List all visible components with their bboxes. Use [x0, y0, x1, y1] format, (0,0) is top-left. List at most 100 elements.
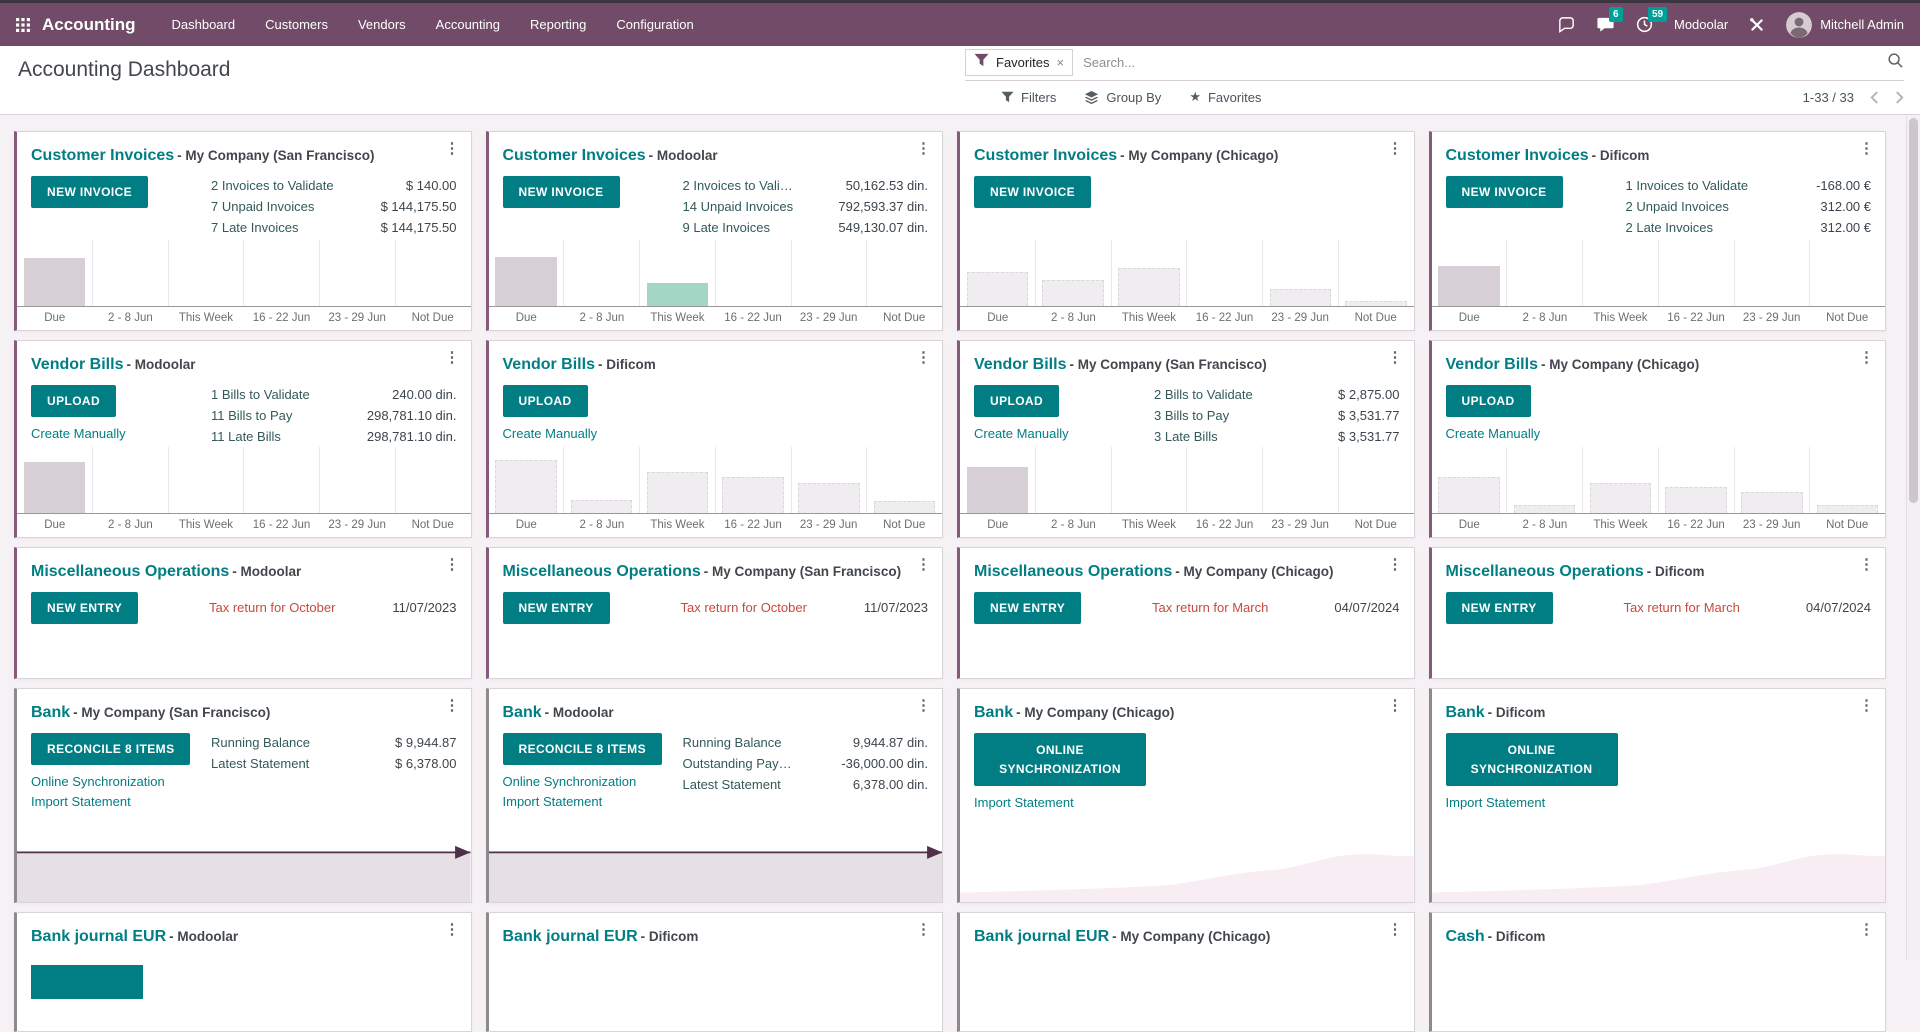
journal-link[interactable]: Import Statement [974, 795, 1074, 811]
card-title-company[interactable]: - Dificom [1487, 929, 1546, 944]
card-title-type[interactable]: Miscellaneous Operations [31, 563, 230, 580]
card-title-company[interactable]: - My Company (Chicago) [1540, 357, 1700, 372]
card-title-type[interactable]: Bank [31, 704, 71, 721]
card-title-type[interactable]: Vendor Bills [1445, 356, 1538, 373]
card-title-type[interactable]: Vendor Bills [974, 356, 1067, 373]
card-primary-button[interactable]: NEW INVOICE [1445, 176, 1563, 208]
stat-label[interactable]: 2 Bills to Validate [1154, 387, 1253, 402]
card-title-company[interactable]: - Dificom [1646, 564, 1705, 579]
vertical-scrollbar[interactable] [1906, 116, 1920, 960]
journal-link[interactable]: Create Manually [31, 426, 126, 441]
card-title[interactable]: Bank journal EUR - Modoolar [31, 924, 437, 947]
kebab-menu-icon[interactable]: ⋮ [1859, 140, 1874, 157]
card-title[interactable]: Vendor Bills - My Company (San Francisco) [974, 352, 1380, 375]
card-title[interactable]: Customer Invoices - Dificom [1446, 143, 1852, 166]
card-title[interactable]: Customer Invoices - My Company (Chicago) [974, 143, 1380, 166]
card-title-company[interactable]: - Modoolar [648, 148, 718, 163]
card-title-type[interactable]: Customer Invoices [974, 147, 1118, 164]
stat-label[interactable]: Running Balance [211, 735, 311, 750]
card-title-type[interactable]: Cash [1445, 928, 1485, 945]
entry-link[interactable]: Tax return for March [1623, 600, 1740, 615]
company-switcher[interactable]: Modoolar [1673, 17, 1729, 32]
journal-link[interactable]: Online Synchronization [31, 774, 165, 789]
nav-item-reporting[interactable]: Reporting [530, 17, 587, 32]
card-title-type[interactable]: Bank [974, 704, 1014, 721]
search-facet[interactable]: Favorites × [965, 49, 1074, 77]
kebab-menu-icon[interactable]: ⋮ [444, 921, 460, 938]
card-title[interactable]: Customer Invoices - Modoolar [503, 143, 909, 166]
card-title-company[interactable]: - Dificom [1487, 705, 1546, 720]
card-primary-button[interactable]: UPLOAD [974, 385, 1060, 417]
tools-icon[interactable] [1748, 16, 1766, 34]
card-title-type[interactable]: Bank journal EUR [502, 928, 638, 945]
stat-label[interactable]: Running Balance [682, 735, 782, 750]
kebab-menu-icon[interactable]: ⋮ [1387, 349, 1403, 366]
card-title-type[interactable]: Customer Invoices [31, 147, 175, 164]
card-title-company[interactable]: - My Company (San Francisco) [177, 148, 375, 163]
card-primary-button[interactable]: UPLOAD [1445, 385, 1531, 417]
stat-label[interactable]: 1 Invoices to Validate [1625, 178, 1749, 193]
card-title[interactable]: Vendor Bills - Modoolar [31, 352, 437, 375]
card-title-company[interactable]: - Modoolar [232, 564, 302, 579]
messages-icon[interactable]: 6 [1596, 7, 1623, 34]
card-title-type[interactable]: Bank [1445, 704, 1485, 721]
card-title-company[interactable]: - My Company (Chicago) [1120, 148, 1279, 163]
card-title-type[interactable]: Bank journal EUR [31, 928, 167, 945]
card-title-company[interactable]: - Dificom [597, 357, 656, 372]
card-title-type[interactable]: Miscellaneous Operations [502, 563, 701, 580]
app-name[interactable]: Accounting [42, 14, 136, 34]
kebab-menu-icon[interactable]: ⋮ [916, 697, 931, 714]
card-title-type[interactable]: Customer Invoices [1445, 147, 1589, 164]
scrollbar-thumb[interactable] [1909, 118, 1918, 503]
kebab-menu-icon[interactable]: ⋮ [916, 349, 931, 366]
nav-item-dashboard[interactable]: Dashboard [171, 17, 236, 32]
journal-link[interactable]: Create Manually [1445, 426, 1541, 441]
card-title-company[interactable]: - Dificom [1591, 148, 1650, 163]
kebab-menu-icon[interactable]: ⋮ [444, 697, 460, 714]
card-title[interactable]: Bank - My Company (San Francisco) [31, 700, 437, 723]
card-title[interactable]: Customer Invoices - My Company (San Franc… [31, 143, 437, 166]
search-input[interactable] [1083, 55, 1877, 71]
card-title-type[interactable]: Vendor Bills [502, 356, 595, 373]
kebab-menu-icon[interactable]: ⋮ [916, 921, 931, 938]
stat-label[interactable]: 11 Late Bills [211, 429, 281, 444]
card-title[interactable]: Bank journal EUR - My Company (Chicago) [974, 924, 1380, 947]
kebab-menu-icon[interactable]: ⋮ [1387, 556, 1403, 573]
discuss-bubble-icon[interactable] [1557, 15, 1576, 34]
stat-label[interactable]: 2 Invoices to Validate [211, 178, 334, 193]
search-magnifier-icon[interactable] [1887, 52, 1904, 74]
card-title[interactable]: Cash - Dificom [1446, 924, 1852, 947]
stat-label[interactable]: 1 Bills to Validate [211, 387, 310, 402]
stat-label[interactable]: 3 Late Bills [1154, 429, 1218, 444]
card-primary-button[interactable]: UPLOAD [31, 385, 117, 417]
card-title-company[interactable]: - My Company (Chicago) [1112, 929, 1271, 944]
entry-link[interactable]: Tax return for March [1152, 600, 1269, 615]
card-primary-button[interactable]: RECONCILE 8 ITEMS [502, 733, 662, 765]
stat-label[interactable]: Latest Statement [211, 756, 310, 771]
card-title-company[interactable]: - Modoolar [126, 357, 196, 372]
card-title-company[interactable]: - My Company (Chicago) [1175, 564, 1334, 579]
card-title-company[interactable]: - My Company (Chicago) [1016, 705, 1175, 720]
favorites-button[interactable]: ★ Favorites [1189, 89, 1262, 105]
search-bar[interactable]: Favorites × [965, 46, 1904, 81]
cut-off-button[interactable] [31, 965, 143, 999]
kebab-menu-icon[interactable]: ⋮ [1859, 921, 1874, 938]
stat-label[interactable]: 14 Unpaid Invoices [682, 199, 794, 214]
card-title[interactable]: Miscellaneous Operations - My Company (Ch… [974, 559, 1380, 582]
kebab-menu-icon[interactable]: ⋮ [1859, 349, 1874, 366]
card-title[interactable]: Miscellaneous Operations - Modoolar [31, 559, 437, 582]
pager-next-icon[interactable] [1895, 91, 1904, 104]
user-menu[interactable]: Mitchell Admin [1786, 11, 1904, 38]
card-title-company[interactable]: - My Company (San Francisco) [73, 705, 271, 720]
kebab-menu-icon[interactable]: ⋮ [1859, 697, 1874, 714]
journal-link[interactable]: Online Synchronization [502, 774, 637, 789]
card-primary-button[interactable]: NEW INVOICE [974, 176, 1092, 208]
kebab-menu-icon[interactable]: ⋮ [1859, 556, 1874, 573]
group-by-button[interactable]: Group By [1084, 90, 1161, 105]
journal-link[interactable]: Create Manually [502, 426, 598, 441]
card-primary-button[interactable]: NEW ENTRY [1445, 592, 1553, 624]
card-primary-button[interactable]: NEW ENTRY [502, 592, 610, 624]
filters-button[interactable]: Filters [1001, 90, 1056, 105]
card-title[interactable]: Miscellaneous Operations - My Company (Sa… [503, 559, 909, 582]
journal-link[interactable]: Import Statement [31, 794, 131, 809]
